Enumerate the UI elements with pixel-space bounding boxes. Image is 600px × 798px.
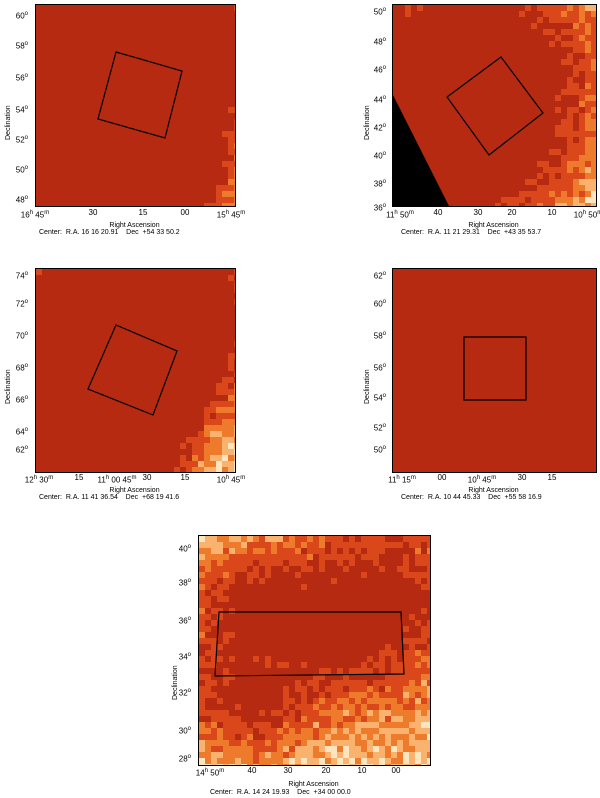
y-tick-label: 74o [15, 271, 28, 281]
panel-1-map [35, 4, 236, 207]
y-tick-label: 64o [15, 427, 28, 437]
y-tick-label: 40o [178, 544, 191, 554]
y-tick-label: 44o [373, 95, 386, 105]
y-tick-label: 40o [373, 151, 386, 161]
y-tick-label: 54o [373, 393, 386, 403]
panel-5-xlabel: Right Ascension [288, 781, 339, 788]
x-tick-label: 11h 00 45m [97, 475, 137, 485]
panel-3-map [35, 268, 236, 473]
x-tick-label: 10h 45m [467, 475, 497, 485]
x-tick-label: 00 [391, 766, 401, 775]
x-tick-label: 16h 45m [20, 210, 50, 220]
x-tick-label: 30 [283, 766, 293, 775]
no-data-region [393, 95, 449, 206]
y-tick-label: 60o [15, 11, 28, 21]
y-tick-label: 30o [178, 726, 191, 736]
y-tick-label: 46o [373, 65, 386, 75]
x-tick-label: 12h 30m [24, 475, 54, 485]
panel-4-image [393, 269, 596, 472]
panel-2-xlabel: Right Ascension [468, 222, 519, 229]
panel-2-image [393, 5, 596, 206]
y-tick-label: 54o [15, 105, 28, 115]
y-tick-label: 58o [15, 41, 28, 51]
panel-1-image [36, 5, 235, 206]
y-tick-label: 50o [373, 7, 386, 17]
panel-2-map [392, 4, 597, 207]
x-tick-label: 20 [321, 766, 331, 775]
y-tick-label: 32o [178, 688, 191, 698]
x-tick-label: 10 [547, 208, 557, 217]
x-tick-label: 11h 50m [386, 210, 414, 220]
y-tick-label: 52o [373, 423, 386, 433]
x-tick-label: 11h 15m [388, 475, 416, 485]
y-tick-label: 42o [373, 123, 386, 133]
x-tick-label: 10h 45m [216, 475, 246, 485]
panel-4-center-coords: Center: R.A. 10 44 45.33 Dec +55 58 16.9 [401, 494, 542, 501]
y-tick-label: 28o [178, 754, 191, 764]
y-tick-label: 36o [178, 616, 191, 626]
y-tick-label: 56o [373, 363, 386, 373]
panel-5-map [198, 535, 431, 766]
x-tick-label: 10h 50m [573, 210, 600, 220]
x-tick-label: 30 [517, 473, 527, 482]
panel-4-xlabel: Right Ascension [468, 487, 519, 494]
panel-5-center-coords: Center: R.A. 14 24 19.93 Dec +34 00 00.0 [210, 789, 351, 796]
y-tick-label: 62o [373, 271, 386, 281]
survey-field-outline [87, 324, 178, 416]
x-tick-label: 30 [142, 473, 152, 482]
y-tick-label: 60o [373, 299, 386, 309]
panel-3-center-coords: Center: R.A. 11 41 36.54 Dec +68 19 41.6 [39, 494, 180, 501]
panel-1-xlabel: Right Ascension [109, 222, 160, 229]
x-tick-label: 20 [507, 208, 517, 217]
y-tick-label: 72o [15, 299, 28, 309]
y-tick-label: 56o [15, 73, 28, 83]
x-tick-label: 15 [138, 208, 148, 217]
x-tick-label: 14h 50m [195, 768, 225, 778]
x-tick-label: 15 [547, 473, 557, 482]
x-tick-label: 15 [74, 473, 84, 482]
y-tick-label: 50o [373, 445, 386, 455]
x-tick-label: 00 [437, 473, 447, 482]
y-tick-label: 34o [178, 652, 191, 662]
x-tick-label: 00 [180, 208, 190, 217]
x-tick-label: 15h 45m [216, 210, 246, 220]
y-tick-label: 58o [373, 331, 386, 341]
x-tick-label: 15 [180, 473, 190, 482]
survey-field-outline [463, 336, 527, 401]
y-tick-label: 36o [373, 203, 386, 213]
survey-field-outline [446, 56, 544, 156]
panel-5-image [199, 536, 430, 765]
y-tick-label: 38o [373, 179, 386, 189]
panel-2-center-coords: Center: R.A. 11 21 29.31 Dec +43 35 53.7 [401, 229, 542, 236]
x-tick-label: 40 [247, 766, 257, 775]
y-tick-label: 48o [373, 37, 386, 47]
x-tick-label: 40 [433, 208, 443, 217]
y-tick-label: 70o [15, 331, 28, 341]
panel-3-xlabel: Right Ascension [109, 487, 160, 494]
y-tick-label: 38o [178, 578, 191, 588]
y-tick-label: 48o [15, 195, 28, 205]
y-tick-label: 50o [15, 165, 28, 175]
survey-field-outline [214, 611, 405, 677]
y-tick-label: 66o [15, 395, 28, 405]
panel-3-image [36, 269, 235, 472]
survey-field-outline [97, 51, 183, 139]
x-tick-label: 10 [357, 766, 367, 775]
y-tick-label: 52o [15, 135, 28, 145]
y-tick-label: 62o [15, 445, 28, 455]
y-tick-label: 68o [15, 363, 28, 373]
panel-1-center-coords: Center: R.A. 16 16 20.91 Dec +54 33 50.2 [39, 229, 180, 236]
panel-4-map [392, 268, 597, 473]
x-tick-label: 30 [473, 208, 483, 217]
x-tick-label: 30 [88, 208, 98, 217]
